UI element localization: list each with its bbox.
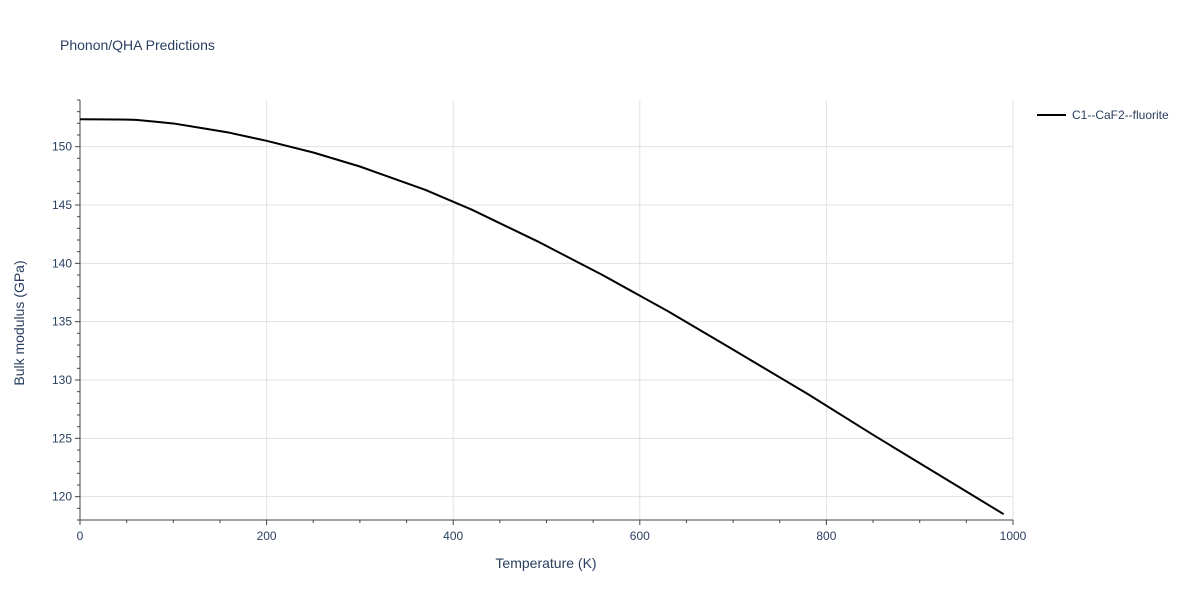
y-tick-label: 140: [52, 256, 72, 270]
legend[interactable]: C1--CaF2--fluorite: [1037, 108, 1169, 122]
x-tick-label: 600: [630, 529, 650, 543]
y-tick-label: 145: [52, 198, 72, 212]
tick-labels: 0 200 400 600 800 1000 120 125 130 135 140 145 150: [52, 140, 1027, 543]
axes: [75, 99, 1014, 525]
y-tick-label: 130: [52, 373, 72, 387]
x-axis-label: Temperature (K): [495, 555, 596, 571]
chart-title: Phonon/QHA Predictions: [60, 37, 215, 53]
y-tick-label: 125: [52, 431, 72, 445]
x-tick-label: 400: [443, 529, 463, 543]
gridlines: [80, 100, 1014, 520]
y-tick-label: 120: [52, 490, 72, 504]
x-tick-label: 0: [77, 529, 84, 543]
y-tick-label: 150: [52, 140, 72, 154]
series-line: [79, 118, 1005, 516]
y-tick-label: 135: [52, 315, 72, 329]
x-tick-label: 200: [257, 529, 277, 543]
series-layer: [79, 118, 1005, 516]
x-tick-label: 1000: [1000, 529, 1027, 543]
legend-label: C1--CaF2--fluorite: [1072, 108, 1169, 122]
y-axis-label: Bulk modulus (GPa): [11, 260, 27, 385]
x-tick-label: 800: [816, 529, 836, 543]
